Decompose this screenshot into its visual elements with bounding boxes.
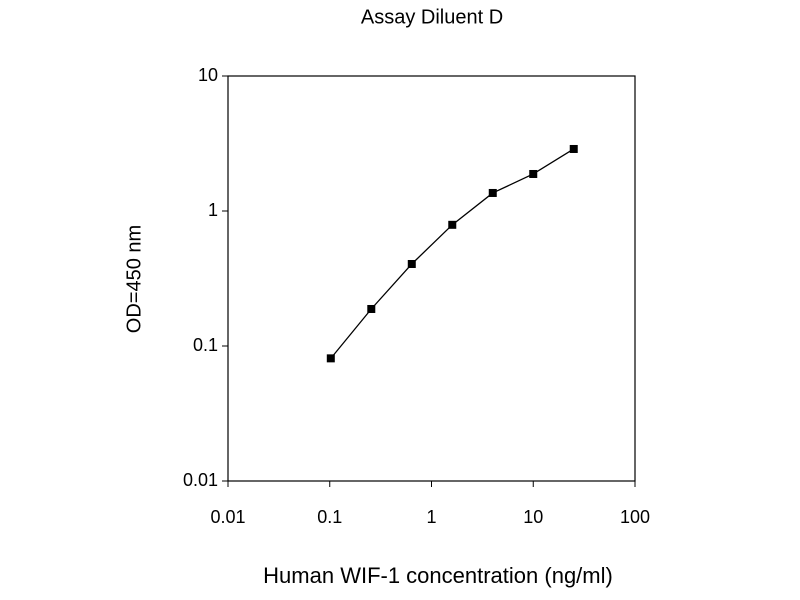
x-tick-label: 100 bbox=[620, 507, 650, 527]
data-point bbox=[569, 144, 578, 153]
y-tick-label: 0.1 bbox=[193, 335, 218, 355]
y-tick-label: 0.01 bbox=[183, 470, 218, 490]
data-point bbox=[448, 220, 457, 229]
x-tick-label: 1 bbox=[426, 507, 436, 527]
data-point bbox=[367, 304, 376, 313]
y-tick-label: 1 bbox=[208, 200, 218, 220]
y-tick-label: 10 bbox=[198, 65, 218, 85]
series-line bbox=[330, 148, 575, 359]
x-tick-label: 0.1 bbox=[317, 507, 342, 527]
x-axis-label: Human WIF-1 concentration (ng/ml) bbox=[263, 563, 613, 588]
x-tick-label: 0.01 bbox=[210, 507, 245, 527]
data-point bbox=[407, 259, 416, 268]
x-tick-label: 10 bbox=[523, 507, 543, 527]
y-axis-label: OD=450 nm bbox=[123, 225, 145, 333]
data-point bbox=[529, 169, 538, 178]
plot-frame bbox=[227, 75, 636, 482]
data-point bbox=[326, 354, 335, 363]
data-point bbox=[488, 188, 497, 197]
chart-title: Assay Diluent D bbox=[361, 6, 503, 28]
